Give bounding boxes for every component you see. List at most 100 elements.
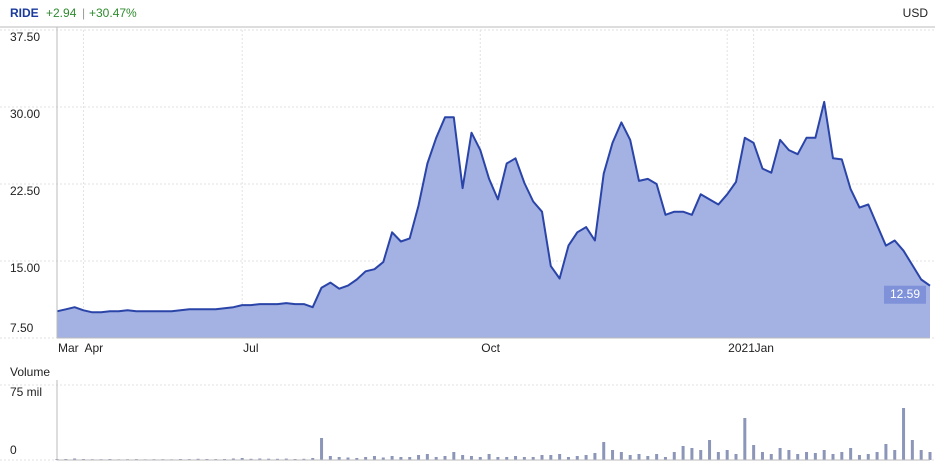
y-tick-label: 15.00: [10, 261, 40, 275]
volume-bar: [602, 442, 606, 460]
x-tick-label: Oct: [481, 341, 500, 355]
y-tick-label: 37.50: [10, 30, 40, 44]
volume-bar: [725, 450, 729, 460]
volume-bar: [372, 456, 376, 460]
volume-bar: [708, 440, 712, 460]
volume-title: Volume: [10, 365, 50, 379]
volume-bar: [893, 450, 897, 460]
volume-bar: [831, 454, 835, 460]
y-tick-label: 7.50: [10, 321, 34, 335]
y-tick-label: 75 mil: [10, 385, 42, 399]
volume-bar: [566, 457, 570, 460]
volume-bar: [240, 458, 244, 460]
volume-bar: [646, 456, 650, 460]
volume-bar: [381, 457, 385, 460]
currency: USD: [903, 6, 929, 20]
volume-bar: [540, 455, 544, 460]
y-tick-label: 22.50: [10, 184, 40, 198]
volume-bar: [743, 418, 747, 460]
volume-bar: [478, 457, 482, 460]
volume-bar: [328, 456, 332, 460]
x-tick-label: Apr: [84, 341, 103, 355]
volume-bar: [311, 458, 315, 460]
volume-bar: [672, 452, 676, 460]
change: +2.94: [46, 6, 77, 20]
volume-bar: [399, 457, 403, 460]
volume-bar: [928, 452, 932, 460]
volume-bar: [337, 457, 341, 460]
separator: |: [82, 6, 85, 20]
volume-bar: [910, 440, 914, 460]
volume-bar: [469, 456, 473, 460]
volume-bar: [690, 448, 694, 460]
volume-bar: [390, 456, 394, 460]
volume-bar: [699, 450, 703, 460]
volume-bar: [505, 457, 509, 460]
volume-bar: [778, 448, 782, 460]
volume-bar: [417, 455, 421, 460]
volume-bar: [813, 453, 817, 460]
volume-bar: [716, 452, 720, 460]
volume-bar: [866, 454, 870, 460]
volume-bar: [760, 452, 764, 460]
volume-bar: [258, 458, 262, 460]
volume-bar: [461, 455, 465, 460]
volume-bar: [514, 456, 518, 460]
volume-bar: [655, 454, 659, 460]
volume-bar: [919, 450, 923, 460]
x-tick-label: 2021: [728, 341, 755, 355]
volume-bar: [805, 452, 809, 460]
x-tick-label: Jan: [755, 341, 774, 355]
price-area: [57, 101, 930, 339]
last-value-box: [884, 285, 926, 304]
volume-bar: [443, 456, 447, 460]
volume-bar: [231, 458, 235, 460]
volume-bar: [840, 452, 844, 460]
y-tick-label: 30.00: [10, 107, 40, 121]
volume-bar: [619, 452, 623, 460]
volume-bar: [558, 454, 562, 460]
change-percent: +30.47%: [89, 6, 137, 20]
volume-bar: [284, 458, 288, 460]
last-value-label: 12.59: [890, 287, 920, 301]
volume-bar: [857, 455, 861, 460]
volume-bar: [196, 458, 200, 460]
volume-bar: [320, 438, 324, 460]
volume-bar: [302, 458, 306, 460]
volume-bar: [249, 458, 253, 460]
volume-bar: [275, 458, 279, 460]
volume-bar: [584, 455, 588, 460]
volume-bar: [663, 457, 667, 460]
volume-bar: [73, 458, 77, 460]
volume-bar: [611, 450, 615, 460]
volume-bar: [549, 455, 553, 460]
volume-bar: [531, 457, 535, 460]
volume-bar: [822, 450, 826, 460]
volume-bar: [796, 454, 800, 460]
volume-bar: [496, 457, 500, 460]
y-tick-label: 0: [10, 443, 17, 457]
symbol: RIDE: [10, 6, 39, 20]
volume-bar: [267, 458, 271, 460]
volume-bar: [902, 408, 906, 460]
volume-bar: [734, 454, 738, 460]
volume-bar: [752, 445, 756, 460]
volume-bar: [575, 456, 579, 460]
volume-bar: [355, 458, 359, 460]
volume-bar: [787, 450, 791, 460]
volume-bar: [408, 457, 412, 460]
volume-bar: [593, 453, 597, 460]
volume-bar: [487, 454, 491, 460]
price-line: [56, 100, 931, 314]
volume-bar: [346, 457, 350, 460]
volume-bar: [628, 455, 632, 460]
volume-bar: [425, 454, 429, 460]
volume-bar: [681, 446, 685, 460]
volume-bar: [452, 452, 456, 460]
x-tick-label: Jul: [243, 341, 258, 355]
volume-bar: [875, 452, 879, 460]
x-tick-label: Mar: [58, 341, 79, 355]
volume-bar: [884, 444, 888, 460]
volume-bar: [522, 457, 526, 460]
